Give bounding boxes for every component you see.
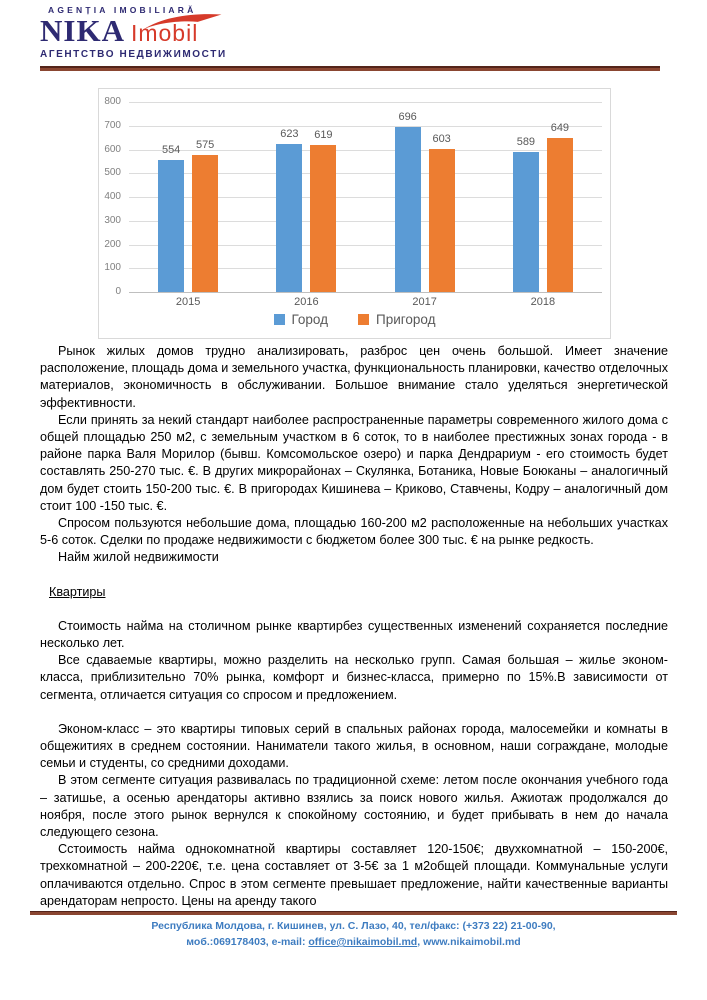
legend-label: Пригород bbox=[376, 312, 436, 327]
footer: Республика Молдова, г. Кишинев, ул. С. Л… bbox=[0, 918, 707, 950]
y-tick-label: 600 bbox=[104, 143, 121, 155]
bar-value-label: 649 bbox=[550, 121, 570, 134]
legend-label: Город bbox=[291, 312, 329, 327]
bar-Город: 589 bbox=[512, 136, 539, 292]
logo-tagline-romanian: AGENȚIA IMOBILIARĂ bbox=[48, 5, 197, 15]
bar-Город: 554 bbox=[158, 144, 185, 292]
logo-brand-row: NIKA Imobil bbox=[40, 13, 260, 48]
paragraph-econom-class: Эконом-класс – это квартиры типовых сери… bbox=[40, 721, 668, 771]
bar-value-label: 696 bbox=[398, 110, 417, 123]
y-tick-label: 200 bbox=[104, 238, 121, 250]
logo-tagline-russian: АГЕНТСТВО НЕДВИЖИМОСТИ bbox=[40, 49, 227, 60]
paragraph-demand: Спросом пользуются небольшие дома, площа… bbox=[40, 516, 668, 548]
logo: AGENȚIA IMOBILIARĂ NIKA Imobil АГЕНТСТВО… bbox=[40, 5, 260, 60]
gridline bbox=[129, 268, 602, 270]
x-axis-line bbox=[129, 292, 602, 293]
paragraph-apartment-groups: Все сдаваемые квартиры, можно разделить … bbox=[40, 653, 668, 702]
y-tick-label: 800 bbox=[104, 96, 121, 107]
bar-value-label: 623 bbox=[280, 128, 299, 141]
x-tick-label: 2018 bbox=[530, 296, 556, 308]
bar-value-label: 619 bbox=[314, 129, 333, 141]
paragraph-rental-intro: Найм жилой недвижимости bbox=[58, 550, 219, 565]
bar-Город: 623 bbox=[276, 128, 303, 292]
chart-y-axis: 0 100 200 300 400 500 600 700 800 bbox=[99, 89, 125, 338]
bar-group: 589 649 bbox=[484, 102, 602, 292]
gridline bbox=[129, 220, 602, 222]
logo-swoosh-icon bbox=[143, 14, 222, 30]
footer-address-line: Республика Молдова, г. Кишинев, ул. С. Л… bbox=[151, 920, 556, 932]
gridline bbox=[129, 149, 602, 151]
paragraph-rent-stability: Стоимость найма на столичном рынке кварт… bbox=[40, 618, 668, 651]
bar-Пригород: 649 bbox=[546, 122, 573, 292]
footer-email-link[interactable]: office@nikaimobil.md bbox=[308, 936, 418, 948]
bar-group: 623 619 bbox=[247, 102, 365, 292]
section-heading-apartments: Квартиры bbox=[49, 584, 106, 599]
logo-brand-sub: Imobil bbox=[130, 20, 199, 46]
chart-plot-area: 554 575 2015 623 619 2016 696 603 2017 589 649 2018 bbox=[129, 89, 602, 338]
y-tick-label: 700 bbox=[104, 119, 121, 131]
y-tick-label: 0 bbox=[115, 286, 121, 297]
y-tick-label: 500 bbox=[104, 167, 121, 179]
gridline bbox=[129, 173, 602, 175]
y-tick-label: 100 bbox=[104, 262, 121, 274]
bar-Пригород: 603 bbox=[428, 133, 455, 292]
header-divider bbox=[40, 66, 660, 71]
y-tick-label: 400 bbox=[104, 191, 121, 202]
bar-Пригород: 619 bbox=[310, 129, 337, 292]
gridline bbox=[129, 244, 602, 246]
paragraph-rent-prices: Сстоимость найма однокомнатной квартиры … bbox=[40, 842, 668, 908]
gridline bbox=[129, 197, 602, 198]
chart-legend: Город Пригород bbox=[99, 312, 610, 327]
logo-brand-sub-wrap: Imobil bbox=[130, 14, 222, 46]
bar-group: 696 603 bbox=[366, 102, 484, 292]
footer-contact-line: моб.:069178403, e-mail: office@nikaimobi… bbox=[0, 934, 707, 950]
x-tick-label: 2016 bbox=[294, 296, 319, 308]
x-tick-label: 2015 bbox=[175, 296, 201, 308]
footer-contact-prefix: моб.:069178403, e-mail: bbox=[186, 936, 309, 948]
paragraph-market-overview: Рынок жилых домов трудно анализировать, … bbox=[40, 344, 668, 410]
footer-divider bbox=[30, 911, 677, 915]
bar-group: 554 575 bbox=[129, 102, 247, 292]
legend-item: Город bbox=[273, 312, 329, 327]
bar-Пригород: 575 bbox=[192, 139, 219, 292]
gridline bbox=[129, 125, 602, 127]
bar-Город: 696 bbox=[394, 111, 421, 292]
bar-value-label: 575 bbox=[195, 139, 215, 152]
logo-brand-name: NIKA bbox=[40, 13, 125, 48]
report-body: Рынок жилых домов трудно анализировать, … bbox=[40, 343, 668, 910]
x-tick-label: 2017 bbox=[412, 296, 437, 308]
legend-swatch-icon bbox=[273, 314, 285, 325]
y-tick-label: 300 bbox=[104, 214, 121, 226]
legend-swatch-icon bbox=[358, 314, 370, 325]
paragraph-standard-house: Если принять за некий стандарт наиболее … bbox=[40, 412, 668, 513]
bar-value-label: 589 bbox=[516, 136, 536, 149]
paragraph-segment-season: В этом сегменте ситуация развивалась по … bbox=[40, 773, 668, 840]
bar-chart: 0 100 200 300 400 500 600 700 800 554 575 2015 623 6… bbox=[98, 88, 611, 339]
bar-value-label: 554 bbox=[161, 144, 181, 157]
legend-item: Пригород bbox=[358, 312, 436, 327]
chart-inner: 0 100 200 300 400 500 600 700 800 554 575 2015 623 6… bbox=[99, 89, 610, 338]
footer-contact-suffix: , www.nikaimobil.md bbox=[417, 936, 521, 948]
gridline bbox=[129, 102, 602, 103]
bar-value-label: 603 bbox=[432, 132, 451, 145]
